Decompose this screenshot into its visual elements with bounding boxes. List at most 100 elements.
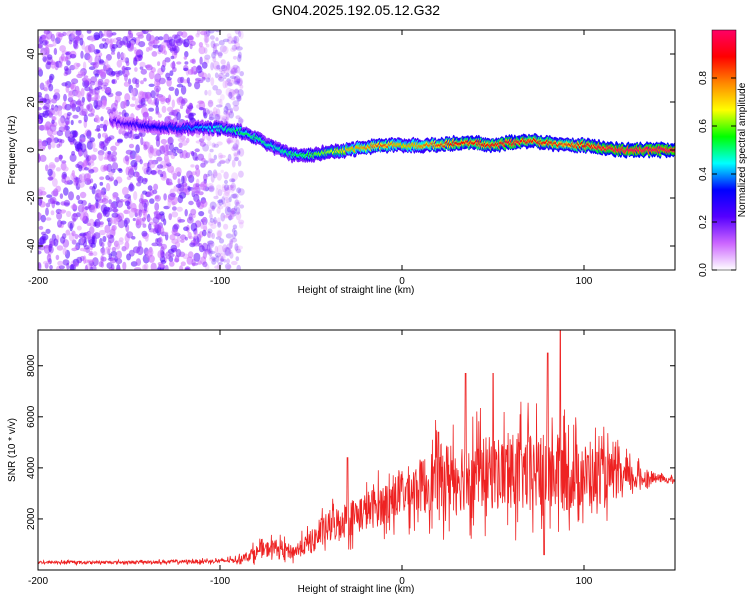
noise-speckle [86,140,94,150]
noise-speckle [204,36,208,46]
noise-speckle [111,212,119,218]
noise-speckle [99,221,104,225]
noise-speckle [212,257,216,262]
noise-speckle [225,80,232,85]
noise-speckle [135,171,140,177]
noise-speckle [183,56,187,60]
noise-speckle [87,113,95,117]
noise-speckle [84,265,88,270]
noise-speckle [99,176,105,180]
noise-speckle [101,198,109,205]
noise-speckle [113,179,119,187]
noise-speckle [64,68,72,75]
noise-speckle [161,105,167,113]
noise-speckle [40,214,46,223]
noise-speckle [45,202,51,208]
noise-speckle [80,50,84,59]
noise-speckle [239,30,244,40]
noise-speckle [235,248,242,254]
noise-speckle [45,217,52,221]
noise-speckle [127,30,132,35]
noise-speckle [71,78,79,85]
noise-speckle [193,252,201,262]
noise-speckle [58,62,63,68]
noise-speckle [79,37,84,46]
noise-speckle [127,205,131,210]
noise-speckle [62,31,67,37]
noise-speckle [93,93,100,101]
noise-speckle [56,143,61,148]
noise-speckle [99,123,105,129]
noise-speckle [216,263,222,270]
noise-speckle [197,100,205,105]
noise-speckle [38,125,43,130]
noise-speckle [235,207,241,215]
noise-speckle [219,154,226,159]
noise-speckle [51,98,57,104]
noise-speckle [138,202,144,212]
noise-speckle [61,233,67,240]
noise-speckle [188,112,194,121]
noise-speckle [87,43,96,53]
noise-speckle [209,218,215,223]
noise-speckle [134,153,140,162]
noise-speckle [233,75,241,85]
noise-speckle [237,54,242,63]
noise-speckle [225,199,230,203]
noise-speckle [103,84,107,90]
noise-speckle [177,77,184,84]
noise-speckle [207,169,213,177]
noise-speckle [143,144,148,151]
noise-speckle [110,102,118,112]
noise-speckle [38,225,44,230]
noise-speckle [147,185,153,191]
noise-speckle [211,205,215,212]
noise-speckle [134,135,141,140]
noise-speckle [122,36,129,45]
noise-speckle [140,80,144,85]
noise-speckle [217,52,223,57]
noise-speckle [215,104,223,108]
noise-speckle [208,255,215,262]
noise-speckle [166,77,172,81]
noise-speckle [92,251,98,257]
noise-speckle [106,262,113,269]
noise-speckle [225,63,231,72]
noise-speckle [135,216,142,225]
noise-speckle [83,159,88,167]
noise-speckle [227,206,232,213]
noise-speckle [65,85,70,93]
noise-speckle [49,75,53,84]
noise-speckle [61,82,68,87]
noise-speckle [215,49,219,55]
noise-speckle [148,254,155,263]
noise-speckle [195,164,200,170]
noise-speckle [230,193,238,199]
noise-speckle [169,234,176,241]
noise-speckle [159,95,166,102]
noise-speckle [122,186,129,196]
noise-speckle [116,240,124,245]
noise-speckle [211,259,217,265]
noise-speckle [145,94,149,102]
noise-speckle [167,116,172,120]
noise-speckle [203,222,207,231]
noise-speckle [142,223,147,228]
noise-speckle [96,86,103,90]
noise-speckle [46,54,53,60]
noise-speckle [182,150,188,159]
noise-speckle [157,61,161,66]
noise-speckle [181,175,185,184]
noise-speckle [209,35,215,40]
noise-speckle [223,223,229,230]
noise-speckle [231,232,236,240]
noise-speckle [148,160,156,169]
noise-speckle [229,252,234,259]
noise-speckle [100,247,108,256]
noise-speckle [228,249,233,254]
noise-speckle [176,61,182,65]
noise-speckle [220,59,226,65]
noise-speckle [107,240,112,248]
noise-speckle [126,40,132,49]
